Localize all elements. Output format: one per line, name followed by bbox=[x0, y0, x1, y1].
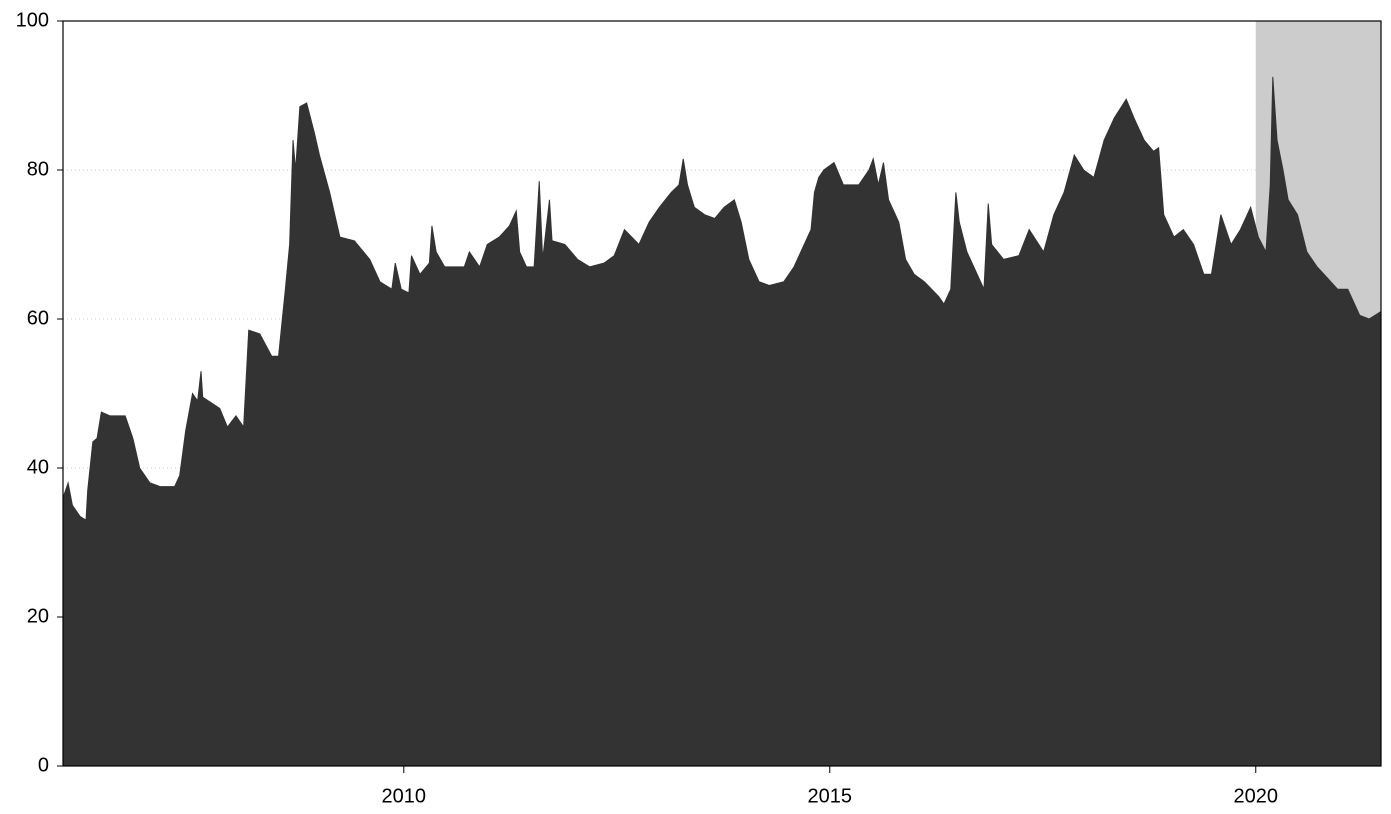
plot-frame bbox=[62, 20, 1382, 767]
y-tick-label: 80 bbox=[27, 158, 49, 180]
y-tick-label: 40 bbox=[27, 456, 49, 478]
area bbox=[62, 76, 1382, 767]
y-tick-label: 20 bbox=[27, 605, 49, 627]
x-tick-label: 2010 bbox=[382, 785, 427, 807]
y-tick-label: 100 bbox=[16, 9, 49, 31]
x-tick-label: 2015 bbox=[808, 785, 853, 807]
x-tick-label: 2020 bbox=[1234, 785, 1279, 807]
y-tick-label: 0 bbox=[38, 754, 49, 776]
y-tick-label: 60 bbox=[27, 307, 49, 329]
